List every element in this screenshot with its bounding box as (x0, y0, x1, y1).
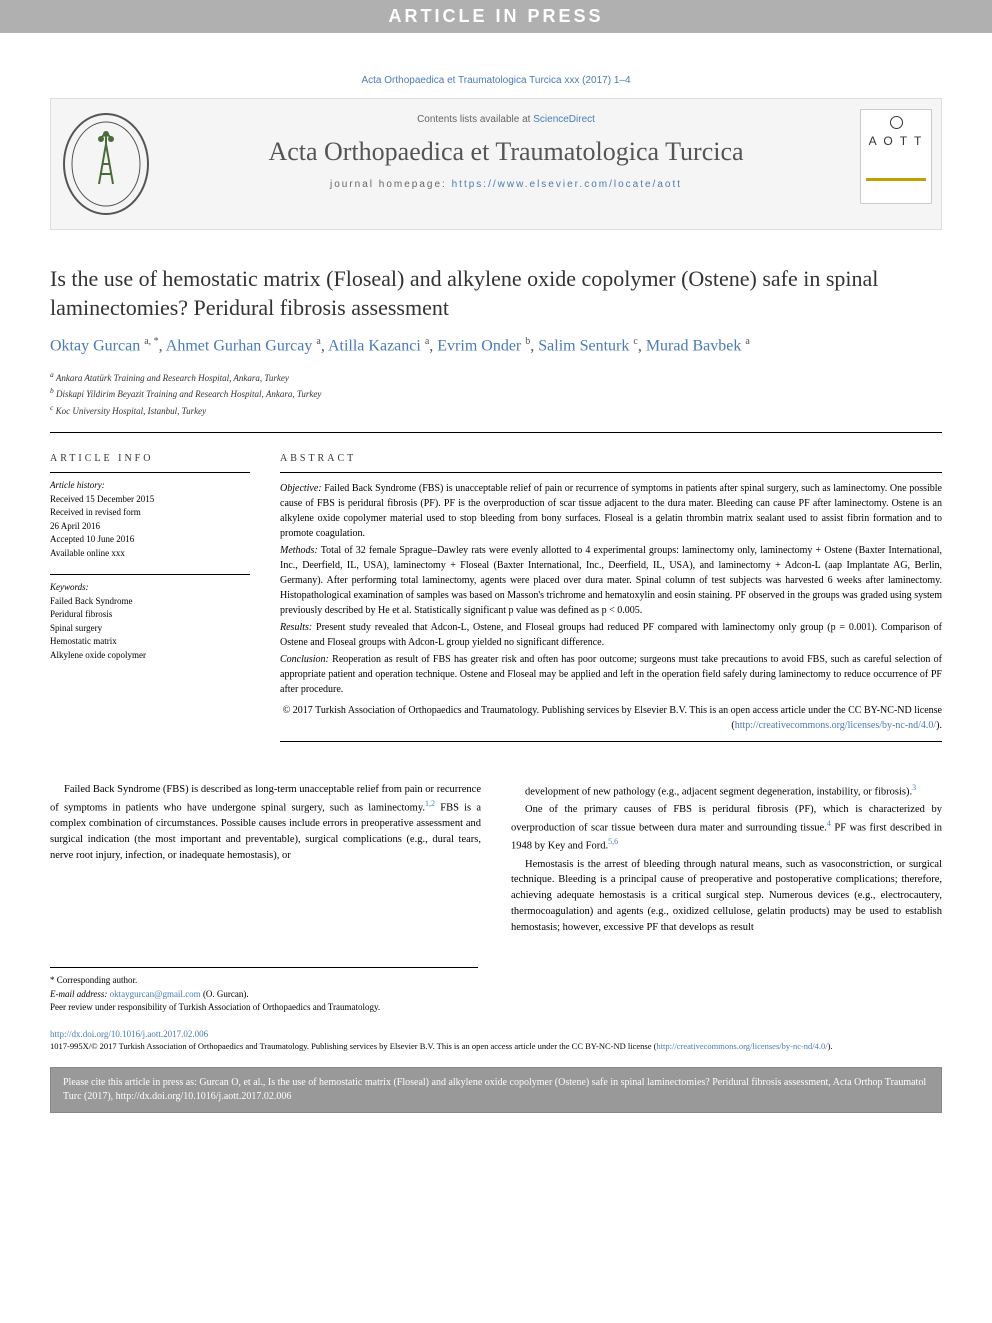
affiliation-line: b Diskapi Yildirim Beyazit Training and … (50, 385, 942, 402)
homepage-link[interactable]: https://www.elsevier.com/locate/aott (452, 179, 682, 190)
author-affil-sup: c (633, 336, 637, 347)
doi-line: http://dx.doi.org/10.1016/j.aott.2017.02… (50, 1029, 942, 1039)
keyword-line: Spinal surgery (50, 622, 250, 636)
article-history-block: Article history: Received 15 December 20… (50, 472, 250, 560)
divider-rule (50, 432, 942, 433)
cite-this-article-box: Please cite this article in press as: Gu… (50, 1067, 942, 1113)
email-link[interactable]: oktaygurcan@gmail.com (110, 989, 201, 999)
header-center: Contents lists available at ScienceDirec… (161, 99, 851, 229)
body-column-right: development of new pathology (e.g., adja… (511, 782, 942, 937)
author-link[interactable]: Oktay Gurcan (50, 338, 140, 355)
issn-license-line: 1017-995X/© 2017 Turkish Association of … (50, 1041, 942, 1053)
abstract-column: ABSTRACT Objective: Failed Back Syndrome… (280, 453, 942, 742)
info-abstract-row: ARTICLE INFO Article history: Received 1… (50, 453, 942, 742)
homepage-prefix: journal homepage: (330, 179, 452, 190)
author-affil-sup: a (745, 336, 749, 347)
abstract-section-label: Results: (280, 622, 312, 633)
page-content: Acta Orthopaedica et Traumatologica Turc… (0, 33, 992, 1143)
history-line: Available online xxx (50, 547, 250, 561)
email-line: E-mail address: oktaygurcan@gmail.com (O… (50, 988, 478, 1002)
license-link-bottom[interactable]: http://creativecommons.org/licenses/by-n… (656, 1041, 827, 1051)
author-link[interactable]: Evrim Onder (437, 338, 521, 355)
author-affil-sup: a, * (144, 336, 158, 347)
body-paragraph: Hemostasis is the arrest of bleeding thr… (511, 857, 942, 936)
history-line: Received in revised form (50, 506, 250, 520)
society-logo (51, 99, 161, 229)
article-in-press-banner: ARTICLE IN PRESS (0, 0, 992, 33)
abstract-section: Objective: Failed Back Syndrome (FBS) is… (280, 481, 942, 541)
journal-cover-thumb: A O T T (851, 99, 941, 229)
author-link[interactable]: Murad Bavbek (646, 338, 742, 355)
keyword-line: Peridural fibrosis (50, 608, 250, 622)
email-label: E-mail address: (50, 989, 110, 999)
society-seal-icon (61, 109, 151, 219)
abstract-section-label: Objective: (280, 483, 322, 494)
author-affil-sup: a (425, 336, 429, 347)
author-affil-sup: b (525, 336, 530, 347)
body-paragraph: development of new pathology (e.g., adja… (511, 782, 942, 800)
corresponding-author: * Corresponding author. (50, 974, 478, 988)
journal-header: Contents lists available at ScienceDirec… (50, 98, 942, 230)
email-suffix: (O. Gurcan). (201, 989, 249, 999)
issn-text: 1017-995X/© 2017 Turkish Association of … (50, 1041, 656, 1051)
abstract-section: Results: Present study revealed that Adc… (280, 620, 942, 650)
aott-text: A O T T (869, 134, 924, 148)
body-paragraph: One of the primary causes of FBS is peri… (511, 802, 942, 854)
citation-line: Acta Orthopaedica et Traumatologica Turc… (50, 63, 942, 98)
footnotes-block: * Corresponding author. E-mail address: … (50, 967, 478, 1015)
abstract-section: Methods: Total of 32 female Sprague–Dawl… (280, 543, 942, 618)
author-link[interactable]: Salim Senturk (538, 338, 629, 355)
article-title: Is the use of hemostatic matrix (Floseal… (50, 265, 942, 322)
abstract-copyright: © 2017 Turkish Association of Orthopaedi… (280, 703, 942, 733)
doi-link[interactable]: http://dx.doi.org/10.1016/j.aott.2017.02… (50, 1029, 208, 1039)
aott-cover: A O T T (860, 109, 932, 204)
abstract-bottom-rule (280, 741, 942, 742)
license-suffix: ). (828, 1041, 833, 1051)
body-column-left: Failed Back Syndrome (FBS) is described … (50, 782, 481, 937)
license-link[interactable]: http://creativecommons.org/licenses/by-n… (735, 720, 936, 731)
abstract-body: Objective: Failed Back Syndrome (FBS) is… (280, 472, 942, 742)
keyword-line: Hemostatic matrix (50, 635, 250, 649)
body-text-columns: Failed Back Syndrome (FBS) is described … (50, 782, 942, 937)
aott-bar (866, 178, 926, 181)
history-line: Received 15 December 2015 (50, 493, 250, 507)
peer-review-note: Peer review under responsibility of Turk… (50, 1001, 478, 1015)
copyright-suffix: ). (936, 720, 942, 731)
aott-emblem-icon (889, 115, 904, 130)
keywords-label: Keywords: (50, 581, 250, 595)
affiliation-line: a Ankara Atatürk Training and Research H… (50, 369, 942, 386)
abstract-section-label: Methods: (280, 545, 318, 556)
history-label: Article history: (50, 479, 250, 493)
affiliation-line: c Koc University Hospital, Istanbul, Tur… (50, 402, 942, 419)
keyword-line: Alkylene oxide copolymer (50, 649, 250, 663)
article-info-heading: ARTICLE INFO (50, 453, 250, 464)
article-info-column: ARTICLE INFO Article history: Received 1… (50, 453, 250, 742)
history-line: 26 April 2016 (50, 520, 250, 534)
authors-list: Oktay Gurcan a, *, Ahmet Gurhan Gurcay a… (50, 334, 942, 358)
homepage-line: journal homepage: https://www.elsevier.c… (171, 179, 841, 190)
keywords-block: Keywords: Failed Back SyndromePeridural … (50, 574, 250, 662)
author-affil-sup: a (316, 336, 320, 347)
title-section: Is the use of hemostatic matrix (Floseal… (50, 265, 942, 418)
history-line: Accepted 10 June 2016 (50, 533, 250, 547)
author-link[interactable]: Atilla Kazanci (328, 338, 421, 355)
contents-available-line: Contents lists available at ScienceDirec… (171, 114, 841, 125)
keyword-line: Failed Back Syndrome (50, 595, 250, 609)
author-link[interactable]: Ahmet Gurhan Gurcay (166, 338, 313, 355)
abstract-section: Conclusion: Reoperation as result of FBS… (280, 652, 942, 697)
sciencedirect-link[interactable]: ScienceDirect (533, 114, 595, 125)
contents-prefix: Contents lists available at (417, 114, 533, 125)
abstract-heading: ABSTRACT (280, 453, 942, 464)
body-paragraph: Failed Back Syndrome (FBS) is described … (50, 782, 481, 863)
affiliations-list: a Ankara Atatürk Training and Research H… (50, 369, 942, 419)
abstract-section-label: Conclusion: (280, 654, 329, 665)
journal-name: Acta Orthopaedica et Traumatologica Turc… (171, 137, 841, 167)
